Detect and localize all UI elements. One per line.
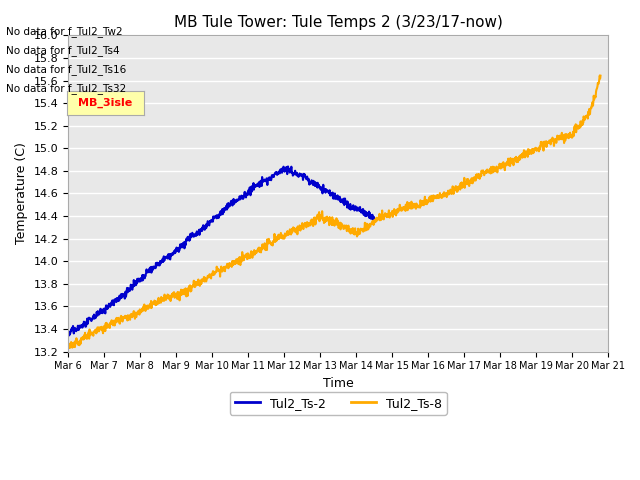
Text: No data for f_Tul2_Tw2: No data for f_Tul2_Tw2 [6, 25, 123, 36]
Tul2_Ts-2 [299, 173, 307, 179]
Tul2_Ts-8 [79, 334, 86, 340]
Tul2_Ts-8 [596, 73, 604, 79]
Tul2_Ts-2 [106, 303, 114, 309]
Tul2_Ts-8 [386, 211, 394, 217]
Tul2_Ts-8 [344, 223, 352, 228]
Tul2_Ts-2 [249, 186, 257, 192]
Tul2_Ts-2 [284, 164, 292, 169]
Tul2_Ts-2 [223, 207, 230, 213]
Tul2_Ts-2 [100, 308, 108, 313]
Tul2_Ts-8 [465, 182, 472, 188]
Text: No data for f_Tul2_Ts4: No data for f_Tul2_Ts4 [6, 45, 120, 56]
Y-axis label: Temperature (C): Temperature (C) [15, 143, 28, 244]
Tul2_Ts-8 [65, 345, 73, 351]
Text: No data for f_Tul2_Ts16: No data for f_Tul2_Ts16 [6, 64, 127, 75]
Tul2_Ts-8 [596, 73, 604, 79]
Tul2_Ts-2 [64, 331, 72, 336]
Text: MB_3isle: MB_3isle [79, 98, 132, 108]
Tul2_Ts-8 [179, 289, 186, 295]
Tul2_Ts-2 [65, 333, 73, 338]
Text: No data for f_Tul2_Ts32: No data for f_Tul2_Ts32 [6, 83, 127, 94]
Tul2_Ts-2 [370, 215, 378, 220]
X-axis label: Time: Time [323, 377, 353, 390]
Tul2_Ts-8 [64, 343, 72, 349]
Line: Tul2_Ts-2: Tul2_Ts-2 [68, 167, 374, 336]
Tul2_Ts-8 [134, 310, 141, 315]
Line: Tul2_Ts-8: Tul2_Ts-8 [68, 76, 600, 348]
Title: MB Tule Tower: Tule Temps 2 (3/23/17-now): MB Tule Tower: Tule Temps 2 (3/23/17-now… [173, 15, 502, 30]
Tul2_Ts-2 [127, 285, 134, 291]
Legend: Tul2_Ts-2, Tul2_Ts-8: Tul2_Ts-2, Tul2_Ts-8 [230, 392, 447, 415]
